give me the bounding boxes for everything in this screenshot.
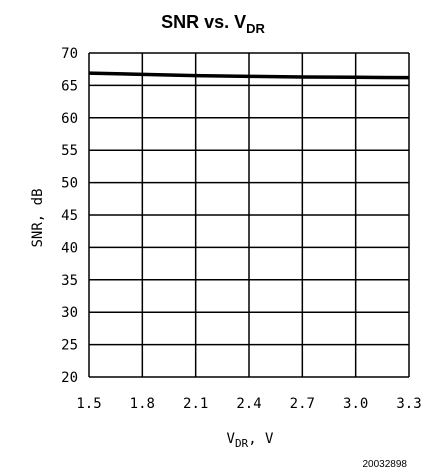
x-tick-label: 1.8 [130,396,155,412]
chart-title-subscript: DR [246,21,265,36]
chart-title-main: SNR vs. V [161,12,246,32]
x-axis-label-unit: , V [248,431,274,447]
y-tick-label: 45 [61,208,78,224]
chart-title: SNR vs. VDR [161,12,265,36]
y-tick-label: 70 [61,46,78,62]
y-tick-label: 65 [61,78,78,94]
x-axis-label-subscript: DR [235,437,249,450]
y-tick-label: 50 [61,176,78,192]
y-tick-label: 60 [61,111,78,127]
x-tick-label: 3.0 [343,396,368,412]
series-group [88,71,410,80]
y-tick-label: 35 [61,273,78,289]
y-tick-label: 30 [61,305,78,321]
x-axis-label: VDR, V [227,431,275,450]
figure-id: 20032898 [363,459,408,470]
grid [88,52,410,378]
x-tick-label: 2.7 [290,396,315,412]
y-tick-label: 20 [61,370,78,386]
x-axis-label-main: V [227,431,236,447]
series-line [88,71,410,80]
x-tick-label: 2.4 [236,396,261,412]
y-axis-label: SNR, dB [30,188,46,247]
x-tick-label: 1.5 [76,396,101,412]
x-tick-labels: 1.5 1.8 2.1 2.4 2.7 3.0 3.3 [76,396,421,412]
x-tick-label: 2.1 [183,396,208,412]
y-tick-label: 25 [61,338,78,354]
y-tick-label: 55 [61,143,78,159]
x-tick-label: 3.3 [396,396,421,412]
y-tick-labels: 20 25 30 35 40 45 50 55 60 65 70 [61,46,78,386]
y-tick-label: 40 [61,240,78,256]
